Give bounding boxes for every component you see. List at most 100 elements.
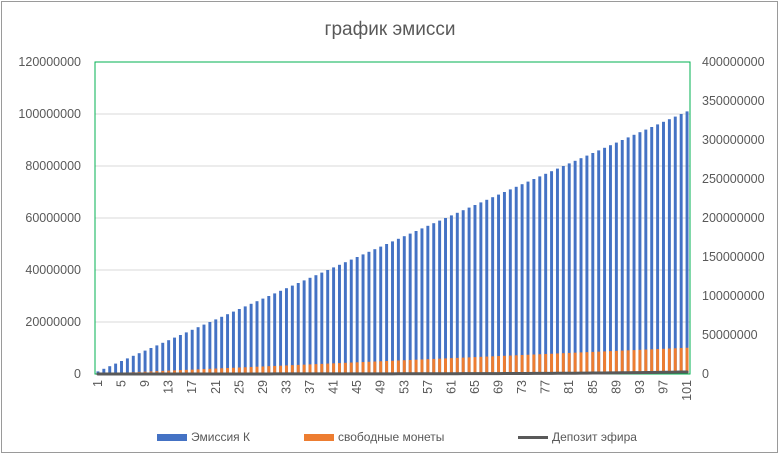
bar-free-coins <box>214 368 218 374</box>
bar-free-coins <box>508 355 512 374</box>
bar-free-coins <box>473 357 477 374</box>
chart-title: график эмисси <box>325 19 456 40</box>
bar-emission <box>326 270 330 374</box>
bar-emission <box>614 142 618 374</box>
bar-free-coins <box>296 364 300 374</box>
bar-emission <box>514 186 518 374</box>
bar-free-coins <box>662 348 665 374</box>
y-left-tick-label: 0 <box>74 367 81 381</box>
bar-emission <box>632 134 636 374</box>
bar-emission <box>497 194 501 374</box>
x-tick-label: 5 <box>115 380 129 387</box>
bar-free-coins <box>632 350 636 374</box>
y-right-tick-label: 400000000 <box>702 55 765 69</box>
legend-swatch-emission <box>157 434 187 441</box>
bar-emission <box>662 121 665 374</box>
bar-emission <box>485 199 489 374</box>
x-tick-label: 69 <box>492 380 506 394</box>
bar-free-coins <box>261 366 265 374</box>
bar-free-coins <box>255 366 259 374</box>
bar-emission <box>656 124 660 375</box>
bar-emission <box>220 316 224 374</box>
bar-emission <box>432 223 436 374</box>
bar-emission <box>237 309 241 374</box>
bar-free-coins <box>196 369 200 374</box>
bar-emission <box>644 129 648 374</box>
bar-free-coins <box>455 357 459 374</box>
bar-emission <box>567 163 571 374</box>
bar-free-coins <box>550 353 554 374</box>
bar-emission <box>149 348 153 374</box>
bar-free-coins <box>679 348 683 374</box>
bar-emission <box>332 267 336 374</box>
bar-free-coins <box>338 363 341 374</box>
series-deposit-line <box>96 370 689 376</box>
x-tick-label: 25 <box>232 380 246 394</box>
bar-free-coins <box>467 357 471 374</box>
y-axis-left: 0 20000000 40000000 60000000 80000000 1000000… <box>18 55 81 381</box>
bar-free-coins <box>314 364 318 374</box>
y-left-tick-label: 20000000 <box>25 315 81 329</box>
bar-free-coins <box>208 368 212 374</box>
x-tick-label: 57 <box>421 380 435 394</box>
bar-emission <box>532 179 536 374</box>
bar-free-coins <box>202 369 206 374</box>
bar-free-coins <box>608 351 612 374</box>
bar-emission <box>385 244 389 374</box>
legend: Эмиссия К свободные монеты Депозит эфира <box>157 430 637 444</box>
x-tick-label: 37 <box>303 380 317 394</box>
bar-free-coins <box>267 366 271 374</box>
bar-free-coins <box>178 370 182 374</box>
bar-emission <box>526 181 530 374</box>
bar-free-coins <box>355 362 359 374</box>
bar-emission <box>161 342 165 374</box>
bar-free-coins <box>585 352 589 374</box>
legend-label-emission: Эмиссия К <box>191 430 250 444</box>
bar-free-coins <box>320 363 324 374</box>
bar-emission <box>249 303 253 374</box>
y-right-tick-label: 300000000 <box>702 133 765 147</box>
bar-emission <box>155 345 159 374</box>
bar-free-coins <box>414 359 418 374</box>
series-emission-bars <box>96 111 689 375</box>
bar-free-coins <box>579 352 583 374</box>
x-tick-label: 77 <box>539 380 553 394</box>
bar-emission <box>131 355 135 374</box>
bar-emission <box>279 290 283 374</box>
x-tick-label: 61 <box>444 380 458 394</box>
bar-emission <box>296 283 300 374</box>
bar-emission <box>420 228 424 374</box>
bar-free-coins <box>326 363 330 374</box>
bar-emission <box>449 215 453 374</box>
bar-emission <box>520 184 524 374</box>
bar-emission <box>261 298 265 374</box>
x-tick-label: 101 <box>680 380 694 401</box>
bar-emission <box>361 254 365 374</box>
bar-free-coins <box>544 353 548 374</box>
bar-emission <box>585 155 589 374</box>
x-tick-label: 49 <box>374 380 388 394</box>
x-tick-label: 85 <box>586 380 600 394</box>
y-left-tick-label: 100000000 <box>18 107 81 121</box>
y-right-tick-label: 250000000 <box>702 172 765 186</box>
x-tick-label: 89 <box>609 380 623 394</box>
bar-free-coins <box>385 361 389 374</box>
bar-emission <box>255 301 259 374</box>
bar-free-coins <box>161 370 165 374</box>
bar-free-coins <box>644 349 648 374</box>
bar-emission <box>414 231 418 374</box>
bar-free-coins <box>502 355 506 374</box>
bar-emission <box>408 233 412 374</box>
bar-free-coins <box>167 370 171 374</box>
x-tick-label: 9 <box>138 380 152 387</box>
bar-emission <box>208 322 212 374</box>
bar-emission <box>284 288 288 374</box>
bar-emission <box>608 145 612 374</box>
bar-emission <box>190 329 194 374</box>
bar-emission <box>626 137 630 374</box>
bar-free-coins <box>491 356 495 374</box>
bar-free-coins <box>279 365 283 374</box>
bar-emission <box>502 192 506 374</box>
bar-emission <box>373 249 377 374</box>
x-tick-label: 45 <box>350 380 364 394</box>
